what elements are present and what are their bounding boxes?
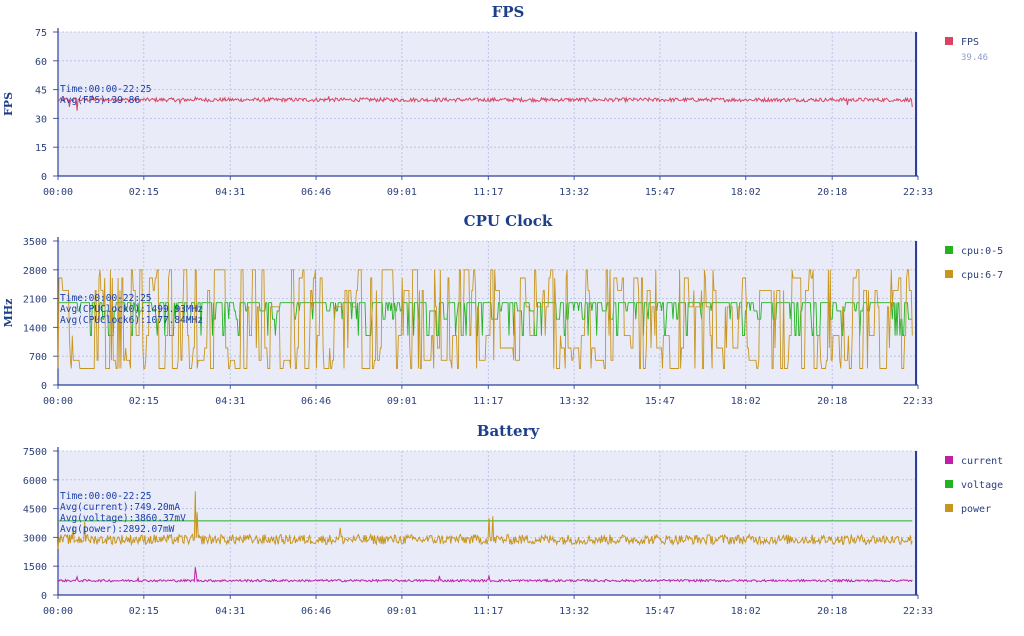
y-tick-label: 700 — [29, 352, 47, 363]
x-tick-label: 06:46 — [301, 606, 331, 617]
x-tick-label: 20:18 — [817, 396, 847, 407]
legend-label: voltage — [961, 480, 1003, 491]
legend-label: FPS — [961, 37, 979, 48]
y-tick-label: 2100 — [23, 295, 47, 306]
annotation: Avg(power):2892.07mW — [60, 524, 175, 535]
legend-swatch — [945, 504, 953, 512]
y-axis-label: FPS — [2, 92, 15, 116]
annotation: Avg(CPUClock6):1077.84MHz — [60, 315, 203, 326]
annotation: Avg(CPUClock0):1499.93MHz — [60, 304, 203, 315]
y-tick-label: 1400 — [23, 323, 47, 334]
y-tick-label: 3500 — [23, 237, 47, 248]
y-tick-label: 75 — [35, 28, 47, 39]
x-tick-label: 18:02 — [731, 187, 761, 198]
legend-label: current — [961, 456, 1003, 467]
series-line-cpu:0-5 — [58, 302, 913, 337]
chart-title: CPU Clock — [464, 212, 553, 230]
y-axis-label: MHz — [2, 299, 15, 328]
x-tick-label: 13:32 — [559, 606, 589, 617]
x-tick-label: 15:47 — [645, 396, 675, 407]
x-tick-label: 02:15 — [129, 187, 159, 198]
y-tick-label: 7500 — [23, 447, 47, 458]
x-tick-label: 13:32 — [559, 396, 589, 407]
chart-title: Battery — [477, 422, 541, 440]
legend-swatch — [945, 456, 953, 464]
y-tick-label: 4500 — [23, 505, 47, 516]
legend-swatch — [945, 37, 953, 45]
y-tick-label: 60 — [35, 57, 47, 68]
x-tick-label: 00:00 — [43, 187, 73, 198]
chart-0: FPS 0 15 30 45 60 75 00:00 02:15 04:31 06:46 09:01 1… — [2, 3, 988, 198]
series-line-current — [57, 567, 913, 583]
x-tick-label: 15:47 — [645, 187, 675, 198]
legend-swatch — [945, 246, 953, 254]
x-tick-label: 02:15 — [129, 396, 159, 407]
chart-1: CPU Clock 0 700 1400 2100 2800 3500 00:00 02:15 0… — [2, 212, 1003, 407]
x-tick-label: 11:17 — [473, 396, 503, 407]
y-tick-label: 2800 — [23, 266, 47, 277]
y-tick-label: 45 — [35, 86, 47, 97]
y-tick-label: 3000 — [23, 533, 47, 544]
x-tick-label: 09:01 — [387, 396, 417, 407]
chart-2: Battery 0 1500 3000 4500 6000 7500 00:00 02:15 04… — [23, 422, 1003, 617]
x-tick-label: 22:33 — [903, 187, 933, 198]
x-tick-label: 00:00 — [43, 606, 73, 617]
y-tick-label: 0 — [41, 381, 47, 392]
x-tick-label: 02:15 — [129, 606, 159, 617]
x-tick-label: 04:31 — [215, 606, 245, 617]
x-tick-label: 13:32 — [559, 187, 589, 198]
x-tick-label: 18:02 — [731, 606, 761, 617]
annotation: Time:00:00-22:25 — [60, 293, 152, 304]
y-tick-label: 0 — [41, 172, 47, 183]
x-tick-label: 06:46 — [301, 396, 331, 407]
annotation: Time:00:00-22:25 — [60, 491, 152, 502]
legend-label: cpu:0-5 — [961, 246, 1003, 257]
annotation: Time:00:00-22:25 — [60, 84, 152, 95]
y-tick-label: 30 — [35, 114, 47, 125]
x-tick-label: 22:33 — [903, 396, 933, 407]
x-tick-label: 15:47 — [645, 606, 675, 617]
series-line-FPS — [57, 95, 913, 111]
legend-value: 39.46 — [961, 53, 988, 63]
y-tick-label: 0 — [41, 591, 47, 602]
legend-swatch — [945, 480, 953, 488]
x-tick-label: 18:02 — [731, 396, 761, 407]
x-tick-label: 20:18 — [817, 187, 847, 198]
series-line-power — [57, 491, 913, 549]
x-tick-label: 22:33 — [903, 606, 933, 617]
x-tick-label: 06:46 — [301, 187, 331, 198]
series-line-cpu:6-7 — [57, 269, 913, 369]
annotation: Avg(FPS):39.86 — [60, 95, 140, 106]
x-tick-label: 09:01 — [387, 187, 417, 198]
annotation: Avg(current):749.20mA — [60, 502, 180, 513]
legend-label: power — [961, 504, 991, 515]
y-tick-label: 15 — [35, 143, 47, 154]
chart-title: FPS — [492, 3, 525, 21]
x-tick-label: 04:31 — [215, 187, 245, 198]
x-tick-label: 00:00 — [43, 396, 73, 407]
y-tick-label: 1500 — [23, 562, 47, 573]
legend-label: cpu:6-7 — [961, 270, 1003, 281]
x-tick-label: 04:31 — [215, 396, 245, 407]
annotation: Avg(voltage):3860.37mV — [60, 513, 186, 524]
x-tick-label: 20:18 — [817, 606, 847, 617]
legend-swatch — [945, 270, 953, 278]
x-tick-label: 09:01 — [387, 606, 417, 617]
x-tick-label: 11:17 — [473, 606, 503, 617]
x-tick-label: 11:17 — [473, 187, 503, 198]
y-tick-label: 6000 — [23, 476, 47, 487]
